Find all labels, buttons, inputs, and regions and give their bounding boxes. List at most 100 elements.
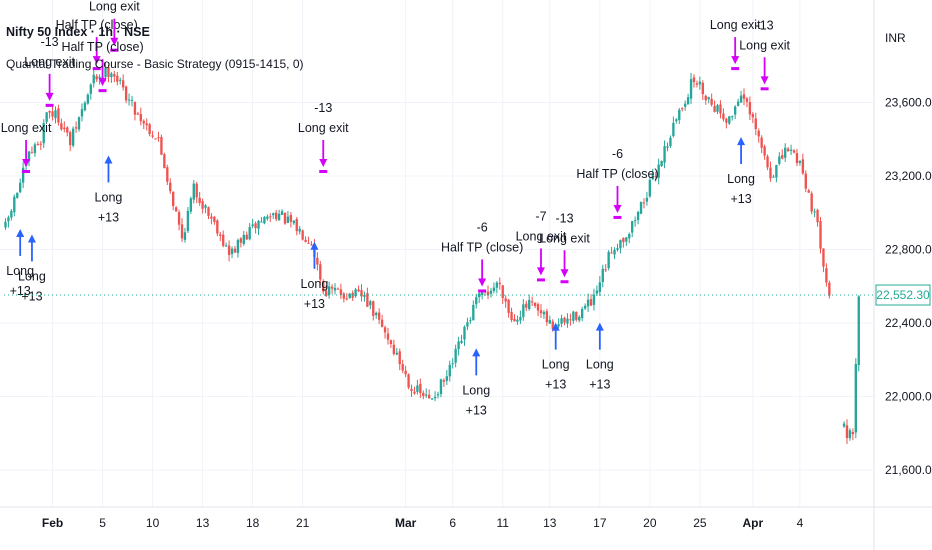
candle-body — [469, 320, 472, 322]
entry-signal[interactable]: Long +13 — [586, 322, 614, 392]
candle-body — [801, 159, 805, 174]
candle-body — [83, 102, 87, 111]
entry-label: Long — [586, 358, 614, 372]
candle-body — [642, 202, 646, 204]
candle-body — [536, 304, 540, 311]
candle-body — [825, 268, 828, 283]
entry-signal[interactable]: Long +13 — [95, 155, 123, 224]
candle-body — [307, 242, 310, 244]
candle-body — [789, 149, 793, 151]
candle-body — [760, 137, 763, 148]
candle-body — [174, 207, 178, 212]
candle-body — [151, 135, 154, 137]
last-price-label: 22,552.30 — [876, 288, 930, 302]
candle-body — [89, 84, 92, 94]
candle-body — [557, 324, 560, 327]
candle-body — [104, 67, 107, 78]
candle-body — [451, 363, 454, 365]
candle-body — [233, 248, 237, 253]
strategy-legend[interactable]: Quantal Trading Course - Basic Strategy … — [6, 57, 304, 71]
candle-body — [121, 80, 125, 88]
candle-body — [742, 94, 746, 99]
candle-body — [457, 341, 460, 350]
exit-bar-icon — [760, 87, 769, 91]
candle-body — [119, 79, 122, 81]
candle-body — [113, 74, 116, 77]
exit-signal[interactable]: -6 Half TP (close) — [441, 220, 523, 293]
candle-body — [716, 105, 719, 112]
entry-label: Long — [301, 277, 329, 291]
exit-signal[interactable]: Long exit — [89, 0, 140, 52]
candle-body — [433, 396, 437, 399]
entry-arrow-icon — [472, 348, 481, 357]
candle-body — [501, 285, 504, 299]
candle-body — [734, 106, 737, 115]
exit-signal[interactable]: -13 Long exit — [298, 101, 349, 173]
exit-signal[interactable]: -13 Long exit — [539, 211, 590, 284]
candle-body — [339, 289, 343, 295]
entry-signal[interactable]: Long +13 — [727, 137, 755, 206]
candle-body — [389, 340, 393, 345]
candle-body — [207, 207, 210, 217]
candle-body — [816, 209, 819, 223]
candle-body — [348, 293, 351, 299]
candle-body — [542, 312, 546, 315]
entry-signal[interactable]: Long +13 — [462, 348, 490, 417]
exit-signal[interactable]: -6 Half TP (close) — [576, 147, 659, 219]
candle-body — [130, 100, 134, 102]
exit-arrow-icon — [22, 159, 31, 167]
entry-signal[interactable]: Long +13 — [18, 234, 46, 303]
exit-bar-icon — [22, 170, 31, 173]
candle-body — [775, 164, 778, 178]
candle-body — [157, 137, 160, 139]
entry-label: Long — [6, 264, 34, 278]
last-price-box — [875, 284, 931, 306]
candle-body — [822, 248, 825, 267]
candle-body — [186, 210, 190, 232]
entry-signal[interactable]: Long +13 — [301, 241, 329, 311]
candle-body — [422, 392, 425, 397]
exit-label: Half TP (close) — [61, 40, 143, 54]
exit-signal[interactable]: -13 Long exit — [739, 18, 790, 91]
candle-body — [366, 293, 369, 307]
candle-body — [713, 106, 716, 112]
entry-signal[interactable]: Long +13 — [6, 228, 34, 298]
candle-body — [689, 79, 693, 99]
exit-arrow-icon — [613, 204, 622, 213]
exit-arrow-icon — [319, 159, 328, 167]
candle-body — [498, 282, 501, 285]
candle-body — [177, 212, 181, 225]
symbol-title[interactable]: Nifty 50 Index · 1h · NSE — [6, 25, 150, 39]
candle-body — [183, 232, 187, 240]
exit-signal[interactable]: Half TP (close) — [56, 18, 138, 71]
exit-signal[interactable]: -7 Long exit — [516, 209, 567, 282]
candle-body — [322, 281, 325, 292]
candle-body — [489, 290, 493, 294]
exit-signal[interactable]: Long exit — [1, 121, 52, 173]
candle-body — [51, 111, 54, 117]
candle-body — [295, 219, 298, 232]
candle-body — [292, 220, 296, 224]
currency-label: INR — [885, 31, 906, 45]
candle-body — [580, 309, 584, 319]
exit-arrow-icon — [478, 278, 487, 287]
candle-body — [472, 304, 475, 321]
candle-body — [257, 220, 260, 229]
exit-signal[interactable]: Half TP (close) — [61, 40, 144, 93]
entry-label: Long — [95, 190, 123, 204]
entry-signal[interactable]: Long +13 — [542, 322, 570, 392]
x-tick-label: 4 — [797, 516, 804, 530]
candle-body — [80, 109, 84, 117]
candle-body — [551, 321, 554, 329]
candle-body — [13, 196, 16, 213]
exit-signal[interactable]: -13 Long exit — [24, 35, 75, 107]
candle-body — [289, 214, 293, 222]
candle-body — [92, 74, 95, 84]
candle-body — [681, 108, 684, 110]
exit-signal[interactable]: Long exit — [710, 18, 761, 71]
candle-body — [360, 290, 363, 297]
exit-label: Long exit — [298, 121, 349, 135]
candle-body — [598, 282, 602, 293]
exit-label: Long exit — [89, 0, 140, 14]
